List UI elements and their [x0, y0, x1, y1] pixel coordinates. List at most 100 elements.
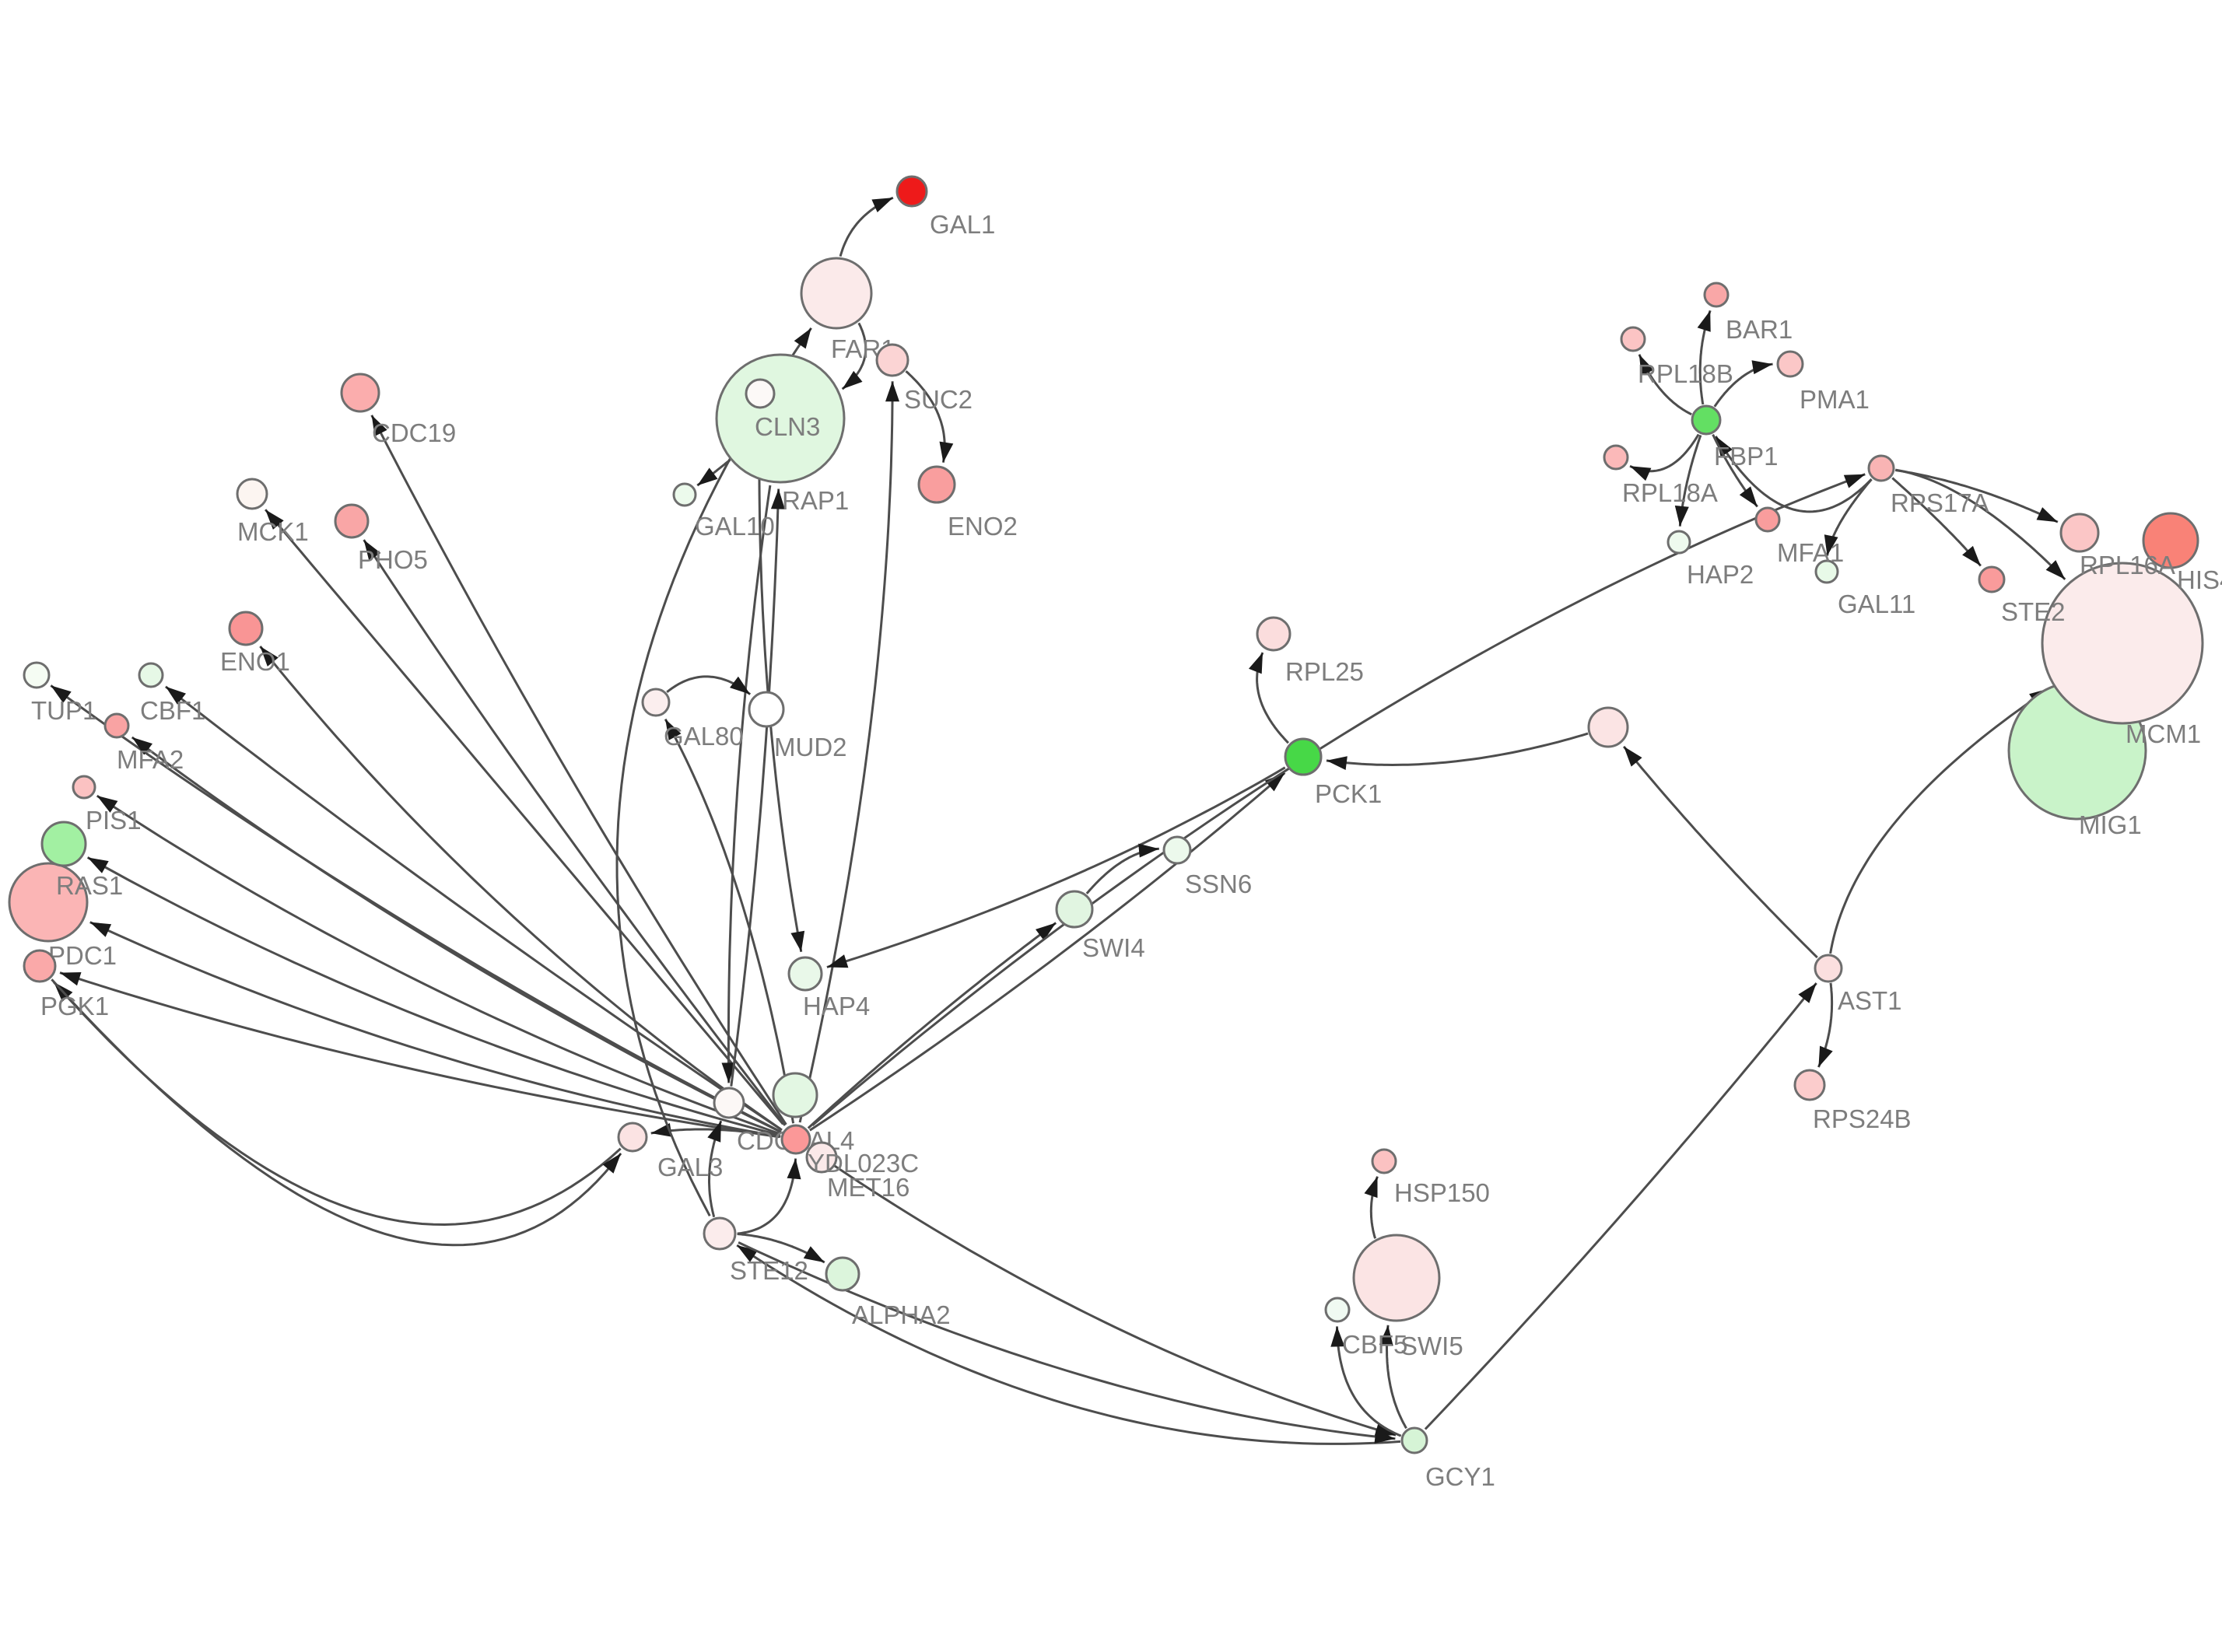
node-SWI4[interactable] — [1055, 890, 1094, 929]
node-CBF5[interactable] — [1324, 1297, 1351, 1323]
node-group-RPL18A: RPL18A — [1603, 444, 1718, 507]
node-RPL25[interactable] — [1256, 616, 1291, 652]
arrowhead-PCK1-HAP4 — [826, 954, 849, 968]
node-RPS24B[interactable] — [1793, 1069, 1826, 1101]
node-label-RAS1: RAS1 — [56, 871, 123, 900]
node-MCK1[interactable] — [236, 478, 268, 510]
node-group-STE2: STE2 — [1978, 565, 2066, 626]
node-ENO1[interactable] — [228, 611, 264, 646]
node-ENO2[interactable] — [917, 465, 956, 504]
node-HAP4[interactable] — [787, 956, 823, 992]
node-MET16[interactable] — [805, 1141, 838, 1174]
arrowhead-FBP1-RPL18A — [1630, 466, 1652, 481]
edge-CDC6-CLN3 — [730, 488, 780, 1087]
node-GAL10[interactable] — [672, 482, 697, 507]
node-HAP2[interactable] — [1666, 530, 1691, 555]
node-CDC6[interactable] — [713, 1087, 745, 1119]
arrowhead-RPS17A-STE2 — [1962, 545, 1981, 566]
node-label-RPS17A: RPS17A — [1891, 488, 1989, 517]
node-label-PHO5: PHO5 — [358, 545, 428, 574]
edge-YDL023C-TUP1 — [50, 684, 780, 1132]
node-HIS4[interactable] — [2142, 512, 2199, 569]
node-RAS1[interactable] — [40, 821, 87, 867]
arrowhead-RPS17A-RPL16A — [2036, 507, 2058, 523]
edge-GCY1-AST1 — [1424, 982, 1817, 1430]
node-PINKU[interactable] — [1587, 706, 1629, 748]
node-AST1[interactable] — [1814, 954, 1843, 983]
node-GAL80[interactable] — [641, 688, 671, 717]
node-RPL18B[interactable] — [1620, 326, 1646, 352]
arrowhead-PGK1-GAL3 — [602, 1153, 622, 1174]
node-GAL11[interactable] — [1814, 559, 1839, 584]
edge-YDL023C-PCK1 — [809, 772, 1286, 1132]
arrowhead-FBP1-RPL18B — [1638, 354, 1654, 376]
node-STE12[interactable] — [703, 1216, 737, 1251]
node-group-GCY1: GCY1 — [1400, 1426, 1495, 1491]
node-SUC2[interactable] — [875, 343, 909, 377]
edge-FBP1-RPL18A — [1629, 433, 1700, 473]
node-BAR1[interactable] — [1703, 282, 1730, 308]
node-FBP1[interactable] — [1691, 404, 1722, 436]
edge-STE12-GCY1 — [738, 1241, 1396, 1440]
node-PDC1[interactable] — [8, 862, 89, 943]
edge-YDL023C-SUC2 — [798, 381, 894, 1123]
node-MCM1[interactable] — [2041, 562, 2204, 725]
edge-YDL023C-GAL80 — [664, 718, 795, 1124]
node-PHO5[interactable] — [334, 503, 370, 539]
node-PMA1[interactable] — [1776, 350, 1804, 378]
node-MFA2[interactable] — [103, 712, 130, 739]
node-YDL023C[interactable] — [780, 1124, 811, 1155]
node-TUP1[interactable] — [23, 661, 51, 689]
node-group-PDC1: PDC1 — [8, 862, 117, 970]
arrowhead-YDL023C-PDC1 — [89, 922, 112, 937]
node-SSN6[interactable] — [1162, 835, 1192, 865]
node-CDC19[interactable] — [340, 373, 380, 413]
edge-PGK1-GAL3 — [51, 978, 622, 1247]
node-CBF1[interactable] — [138, 662, 164, 688]
node-FAR1[interactable] — [800, 257, 873, 330]
node-GAL1[interactable] — [895, 175, 928, 208]
node-GAL4[interactable] — [772, 1072, 818, 1118]
node-SWI5[interactable] — [1352, 1234, 1441, 1322]
node-label-HAP2: HAP2 — [1687, 560, 1754, 589]
node-group-GAL80: GAL80 — [641, 688, 744, 751]
edge-STE12-YDL023C — [737, 1158, 797, 1235]
node-group-RAP1: RAP1 — [745, 378, 849, 515]
node-HSP150[interactable] — [1371, 1148, 1397, 1174]
arrowhead-AST1-PINKU — [1624, 746, 1642, 767]
node-STE2[interactable] — [1978, 565, 2006, 593]
edge-YDL023C-CDC19 — [370, 415, 787, 1125]
arrowhead-PINKU-PCK1 — [1326, 756, 1348, 770]
node-group-CBF1: CBF1 — [138, 662, 205, 725]
node-ALPHA2[interactable] — [825, 1256, 860, 1292]
node-RPS17A[interactable] — [1867, 454, 1895, 482]
node-RPL18A[interactable] — [1603, 444, 1629, 471]
node-group-PCK1: PCK1 — [1284, 737, 1382, 808]
node-PIS1[interactable] — [72, 775, 96, 800]
node-GCY1[interactable] — [1400, 1426, 1428, 1454]
node-group-ENO2: ENO2 — [917, 465, 1018, 541]
node-label-GAL80: GAL80 — [664, 722, 744, 751]
node-group-PHO5: PHO5 — [334, 503, 428, 574]
node-label-STE12: STE12 — [730, 1256, 808, 1285]
node-group-MCK1: MCK1 — [236, 478, 309, 546]
arrowhead-YDL023C-MCK1 — [265, 509, 284, 530]
arrowhead-YDL023C-RAS1 — [87, 857, 109, 873]
node-GAL3[interactable] — [617, 1122, 648, 1153]
node-label-SUC2: SUC2 — [904, 385, 973, 414]
node-group-CDC19: CDC19 — [340, 373, 456, 447]
node-label-GAL11: GAL11 — [1838, 590, 1915, 618]
node-MUD2[interactable] — [748, 691, 785, 728]
arrowhead-GCY1-AST1 — [1798, 983, 1817, 1003]
node-RPL16A[interactable] — [2059, 513, 2100, 553]
edge-RPS17A-MCM1 — [1895, 468, 2066, 580]
edge-PCK1-HAP4 — [826, 766, 1286, 968]
node-label-CBF1: CBF1 — [140, 696, 205, 725]
node-PCK1[interactable] — [1284, 737, 1323, 776]
node-group-YDL023C: YDL023C — [780, 1124, 919, 1178]
node-RAP1[interactable] — [745, 378, 776, 409]
node-MFA1[interactable] — [1754, 506, 1781, 533]
node-PGK1[interactable] — [23, 949, 57, 983]
node-group-PGK1: PGK1 — [23, 949, 109, 1020]
